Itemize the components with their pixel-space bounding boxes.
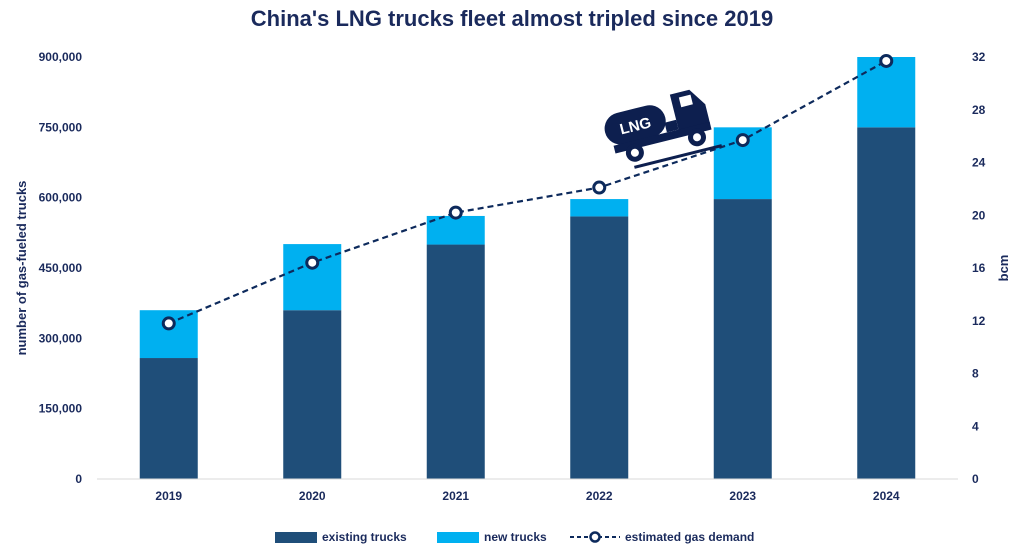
bar-new-trucks-2021 xyxy=(426,215,485,245)
bar-existing-trucks-2019 xyxy=(139,358,198,479)
y-tick-label: 150,000 xyxy=(39,402,83,416)
point-gas-demand-2023 xyxy=(735,133,750,148)
legend-swatch-marker xyxy=(589,531,601,543)
x-tick-label: 2022 xyxy=(586,489,613,503)
bar-new-trucks-2020 xyxy=(283,244,342,311)
bar-new-trucks-2022 xyxy=(570,199,629,217)
y-tick-label: 750,000 xyxy=(39,120,83,134)
bar-existing-trucks-2023 xyxy=(713,199,772,479)
y2-tick-label: 16 xyxy=(972,261,986,275)
legend-label: existing trucks xyxy=(322,530,407,544)
legend-label: new trucks xyxy=(484,530,547,544)
y-tick-label: 450,000 xyxy=(39,261,83,275)
point-gas-demand-2021 xyxy=(448,205,463,220)
y-tick-label: 900,000 xyxy=(39,50,83,64)
y2-tick-label: 24 xyxy=(972,156,986,170)
y-tick-label: 300,000 xyxy=(39,331,83,345)
y2-tick-label: 8 xyxy=(972,367,979,381)
y-axis-label: number of gas-fueled trucks xyxy=(14,181,29,356)
y2-tick-label: 32 xyxy=(972,50,986,64)
bar-existing-trucks-2024 xyxy=(857,127,916,479)
x-tick-label: 2023 xyxy=(729,489,756,503)
point-gas-demand-2024 xyxy=(879,53,894,68)
point-gas-demand-2020 xyxy=(305,255,320,270)
y2-tick-label: 0 xyxy=(972,472,979,486)
legend-label: estimated gas demand xyxy=(625,530,754,544)
chart-title: China's LNG trucks fleet almost tripled … xyxy=(251,6,773,31)
y2-tick-label: 4 xyxy=(972,419,979,433)
legend-swatch-new-trucks xyxy=(437,532,479,543)
bar-existing-trucks-2020 xyxy=(283,310,342,479)
y2-tick-label: 12 xyxy=(972,314,986,328)
bar-existing-trucks-2021 xyxy=(426,244,485,479)
x-tick-label: 2019 xyxy=(155,489,182,503)
bar-new-trucks-2024 xyxy=(857,57,916,128)
y2-tick-label: 20 xyxy=(972,208,986,222)
y-tick-label: 0 xyxy=(75,472,82,486)
point-gas-demand-2019 xyxy=(161,316,176,331)
x-tick-label: 2021 xyxy=(442,489,469,503)
y-tick-label: 600,000 xyxy=(39,191,83,205)
lng-truck-icon: LNG xyxy=(604,89,723,169)
x-tick-label: 2024 xyxy=(873,489,900,503)
x-tick-label: 2020 xyxy=(299,489,326,503)
y2-tick-label: 28 xyxy=(972,103,986,117)
legend: existing trucks new trucks estimated gas d… xyxy=(275,530,754,544)
y2-axis-label: bcm xyxy=(996,255,1011,282)
bar-existing-trucks-2022 xyxy=(570,216,629,479)
point-gas-demand-2022 xyxy=(592,180,607,195)
legend-swatch-existing-trucks xyxy=(275,532,317,543)
line-estimated-gas-demand xyxy=(168,59,887,325)
